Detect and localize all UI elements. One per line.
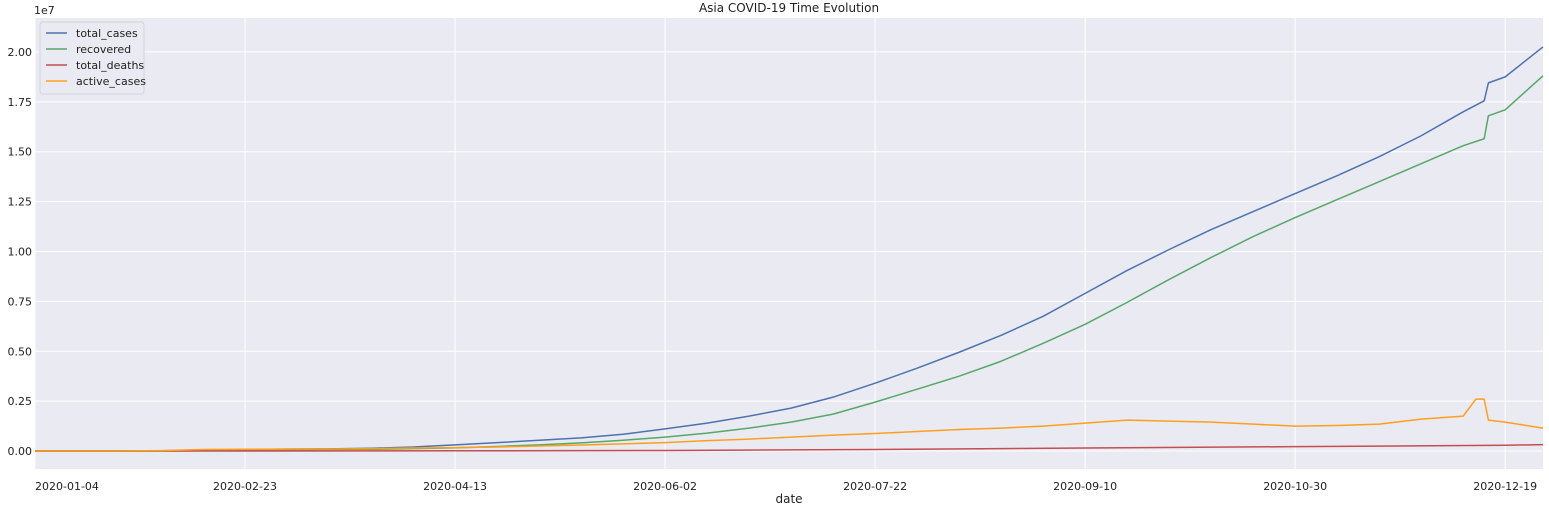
y-tick-label: 1.75 bbox=[8, 96, 33, 109]
legend-label: total_cases bbox=[76, 27, 138, 40]
legend: total_cases recovered total_deaths active_c… bbox=[39, 21, 146, 95]
plot-area-background bbox=[35, 18, 1543, 469]
x-tick-label: 2020-07-22 bbox=[843, 480, 907, 493]
x-tick-label: 2020-04-13 bbox=[423, 480, 487, 493]
legend-box bbox=[39, 21, 145, 95]
legend-label: total_deaths bbox=[76, 59, 144, 72]
y-tick-label: 0.75 bbox=[8, 295, 33, 308]
x-tick-label: 2020-02-23 bbox=[213, 480, 277, 493]
series-line-active-cases bbox=[34, 398, 1544, 452]
x-tick-label: 2020-06-02 bbox=[633, 480, 697, 493]
y-tick-label: 1.00 bbox=[8, 245, 33, 258]
x-tick-label: 2020-01-04 bbox=[35, 480, 99, 493]
chart-title: Asia COVID-19 Time Evolution bbox=[699, 1, 879, 15]
y-tick-label: 0.50 bbox=[8, 345, 33, 358]
y-tick-label: 1.25 bbox=[8, 196, 33, 209]
legend-items: total_cases recovered total_deaths active_c… bbox=[46, 27, 146, 88]
y-tick-label: 0.25 bbox=[8, 395, 33, 408]
legend-label: active_cases bbox=[76, 75, 146, 88]
y-axis-ticks: 0.00 0.25 0.50 0.75 1.00 1.25 1.50 1.75 2.00 bbox=[8, 46, 33, 458]
legend-label: recovered bbox=[76, 43, 131, 56]
x-axis-ticks: 2020-01-04 2020-02-23 2020-04-13 2020-06-02… bbox=[35, 480, 1537, 493]
y-tick-label: 2.00 bbox=[8, 46, 33, 59]
series-line-total-deaths bbox=[34, 443, 1544, 452]
y-axis-offset-text: 1e7 bbox=[34, 4, 55, 17]
series-lines bbox=[34, 46, 1544, 452]
x-axis-label: date bbox=[775, 492, 802, 506]
x-tick-label: 2020-12-19 bbox=[1473, 480, 1537, 493]
x-tick-label: 2020-09-10 bbox=[1053, 480, 1117, 493]
y-tick-label: 0.00 bbox=[8, 445, 33, 458]
x-tick-label: 2020-10-30 bbox=[1263, 480, 1327, 493]
y-tick-label: 1.50 bbox=[8, 146, 33, 159]
